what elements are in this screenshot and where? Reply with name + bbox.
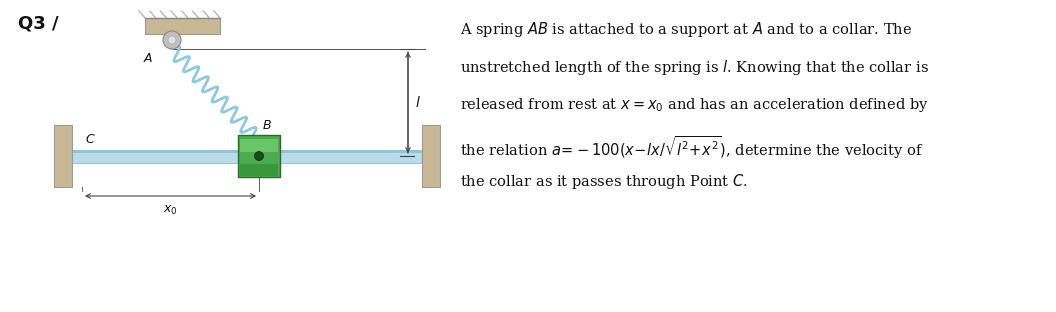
Bar [54,125,72,187]
Circle shape [254,152,264,160]
Text: released from rest at $x=x_0$ and has an acceleration defined by: released from rest at $x=x_0$ and has an… [460,96,928,114]
Text: $x_0$: $x_0$ [163,204,177,217]
Bar [238,135,280,177]
Text: $l$: $l$ [415,95,420,110]
Text: the relation $a\!=\!-100(x\!-\!lx/\sqrt{l^2\!+\!x^2})$, determine the velocity o: the relation $a\!=\!-100(x\!-\!lx/\sqrt{… [460,134,923,161]
Text: C: C [84,133,94,145]
Bar [240,164,278,176]
Text: Q3 /: Q3 / [18,14,59,32]
Text: A: A [144,52,152,65]
Text: the collar as it passes through Point $C$.: the collar as it passes through Point $C… [460,172,748,191]
Bar [72,149,422,163]
Bar [240,139,278,152]
Bar [145,18,220,34]
Text: B: B [263,119,271,132]
Bar [72,151,422,153]
Bar [422,125,440,187]
Circle shape [163,31,181,49]
Text: A spring $AB$ is attached to a support at $A$ and to a collar. The: A spring $AB$ is attached to a support a… [460,20,912,39]
Circle shape [168,36,176,44]
Text: unstretched length of the spring is $l$. Knowing that the collar is: unstretched length of the spring is $l$.… [460,58,929,77]
